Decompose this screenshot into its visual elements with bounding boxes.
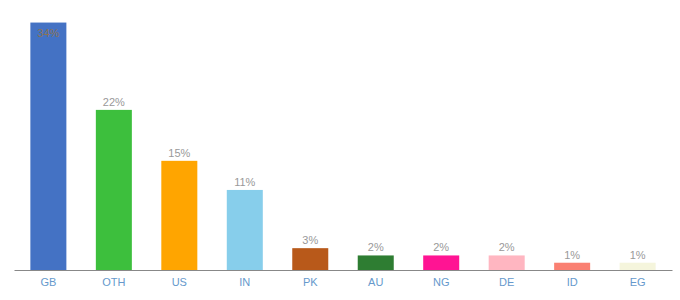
chart-svg: GB OTH US IN PK AU NG DE ID EG 34% 22% 15% 11% 3% 2% 2% 2… [0,0,680,300]
plot: GB OTH US IN PK AU NG DE ID EG 34% 22% 15% 11% 3% 2% 2% 2… [15,23,673,288]
bar [161,161,197,270]
x-axis-line [15,270,673,271]
x-tick-label: EG [630,276,646,288]
x-tick: OTH [102,276,125,288]
data-label: 1% [564,249,580,261]
data-label: 15% [168,147,190,159]
x-tick-label: AU [368,276,383,288]
data-labels: 34% 22% 15% 11% 3% 2% 2% 2% 1% 1% [37,27,645,261]
x-tick: GB [40,276,56,288]
data-label: 22% [103,96,125,108]
x-tick: ID [567,276,578,288]
bar [554,263,590,270]
bar [489,255,525,270]
x-tick-label: GB [40,276,56,288]
x-tick-label: OTH [102,276,125,288]
x-tick-label: NG [433,276,450,288]
x-tick-label: IN [239,276,250,288]
x-tick: NG [433,276,450,288]
data-label: 2% [499,241,515,253]
x-tick-label: ID [567,276,578,288]
bar [423,255,459,270]
bar [292,248,328,270]
bar [227,190,263,270]
x-axis: GB OTH US IN PK AU NG DE ID EG [15,271,673,288]
data-label: 2% [433,241,449,253]
x-tick: DE [499,276,514,288]
data-label: 2% [368,241,384,253]
bar [30,23,66,270]
data-label: 3% [302,234,318,246]
x-tick: AU [368,276,383,288]
x-tick: US [172,276,187,288]
x-tick: PK [303,276,318,288]
x-tick: IN [239,276,250,288]
data-label: 11% [234,176,255,188]
x-tick-label: US [172,276,187,288]
bar [620,263,656,270]
data-label: 34% [37,27,59,39]
bar [358,255,394,270]
chart-container: GB OTH US IN PK AU NG DE ID EG 34% 22% 15% 11% 3% 2% 2% 2… [0,0,680,300]
x-tick-label: DE [499,276,514,288]
bars [30,23,655,270]
bar [96,110,132,270]
data-label: 1% [630,249,646,261]
x-tick-label: PK [303,276,318,288]
x-tick: EG [630,276,646,288]
